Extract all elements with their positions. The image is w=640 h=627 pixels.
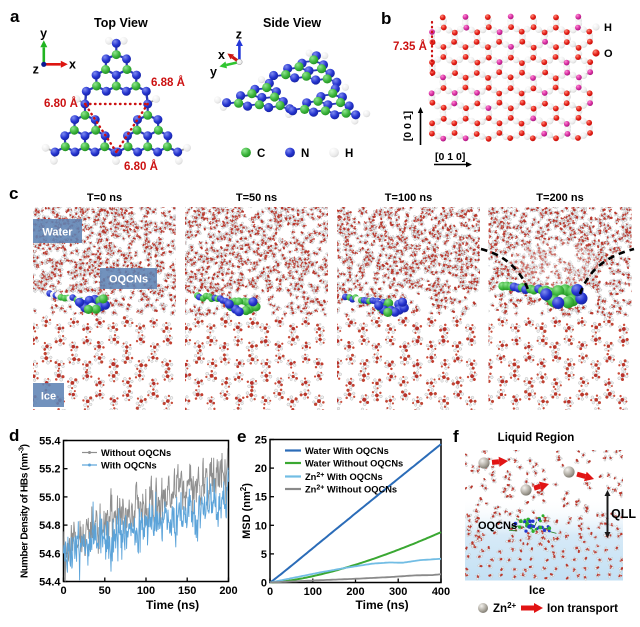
- svg-text:54.6: 54.6: [39, 548, 60, 560]
- svg-text:Ion transport: Ion transport: [547, 603, 618, 615]
- svg-text:e: e: [237, 427, 246, 446]
- svg-text:200: 200: [219, 585, 237, 597]
- svg-text:Ice: Ice: [529, 585, 545, 597]
- svg-text:Water: Water: [42, 227, 73, 239]
- svg-text:b: b: [381, 9, 391, 28]
- svg-text:[0 1 0]: [0 1 0]: [435, 151, 465, 163]
- svg-text:z: z: [236, 28, 242, 42]
- svg-text:150: 150: [178, 585, 196, 597]
- svg-text:Time (ns): Time (ns): [146, 598, 199, 612]
- svg-text:OQCNs: OQCNs: [109, 274, 148, 286]
- svg-text:6.80 Å: 6.80 Å: [44, 97, 78, 110]
- svg-text:200: 200: [346, 586, 364, 598]
- svg-text:Ice: Ice: [41, 391, 56, 403]
- svg-text:15: 15: [255, 492, 267, 504]
- svg-text:55.0: 55.0: [39, 492, 60, 504]
- svg-text:54.4: 54.4: [39, 577, 61, 589]
- svg-text:O: O: [604, 48, 613, 60]
- svg-text:f: f: [453, 427, 459, 446]
- svg-text:54.8: 54.8: [39, 520, 60, 532]
- svg-text:T=100 ns: T=100 ns: [385, 192, 432, 204]
- svg-text:5: 5: [261, 549, 267, 561]
- svg-text:Water Without OQCNs: Water Without OQCNs: [305, 459, 403, 469]
- svg-text:C: C: [257, 148, 265, 160]
- svg-text:20: 20: [255, 463, 267, 475]
- svg-text:y: y: [210, 65, 217, 79]
- svg-text:25: 25: [255, 435, 267, 447]
- svg-text:Top View: Top View: [94, 16, 148, 30]
- svg-text:10: 10: [255, 520, 267, 532]
- svg-text:H: H: [604, 22, 612, 34]
- svg-text:N: N: [301, 148, 309, 160]
- svg-text:7.35 Å: 7.35 Å: [393, 40, 427, 53]
- svg-text:c: c: [9, 184, 18, 203]
- svg-text:x: x: [218, 48, 225, 62]
- svg-text:OQCNs: OQCNs: [478, 520, 517, 532]
- svg-text:QLL: QLL: [611, 507, 636, 521]
- svg-text:[0 0 1]: [0 0 1]: [402, 111, 414, 141]
- svg-text:With OQCNs: With OQCNs: [101, 461, 157, 471]
- svg-text:Without OQCNs: Without OQCNs: [101, 448, 171, 458]
- svg-text:Water With OQCNs: Water With OQCNs: [305, 446, 389, 456]
- svg-text:55.2: 55.2: [39, 464, 60, 476]
- svg-text:Side View: Side View: [263, 16, 321, 30]
- svg-text:6.80 Å: 6.80 Å: [124, 160, 158, 173]
- svg-text:Time (ns): Time (ns): [356, 598, 409, 612]
- svg-text:T=0 ns: T=0 ns: [87, 192, 122, 204]
- svg-text:z: z: [33, 63, 39, 77]
- svg-text:a: a: [10, 7, 20, 26]
- svg-text:50: 50: [99, 585, 111, 597]
- svg-text:Liquid Region: Liquid Region: [498, 432, 575, 444]
- svg-text:0: 0: [60, 585, 66, 597]
- svg-text:0: 0: [261, 578, 267, 590]
- svg-text:T=50 ns: T=50 ns: [236, 192, 277, 204]
- svg-text:d: d: [9, 426, 19, 445]
- svg-text:x: x: [69, 58, 76, 72]
- svg-text:100: 100: [137, 585, 155, 597]
- svg-text:y: y: [40, 27, 47, 41]
- svg-text:H: H: [345, 148, 353, 160]
- svg-text:100: 100: [304, 586, 322, 598]
- svg-text:300: 300: [389, 586, 407, 598]
- svg-text:0: 0: [267, 586, 273, 598]
- svg-text:55.4: 55.4: [39, 436, 61, 448]
- svg-text:400: 400: [432, 586, 450, 598]
- svg-text:T=200 ns: T=200 ns: [536, 192, 583, 204]
- svg-text:6.88 Å: 6.88 Å: [151, 76, 185, 89]
